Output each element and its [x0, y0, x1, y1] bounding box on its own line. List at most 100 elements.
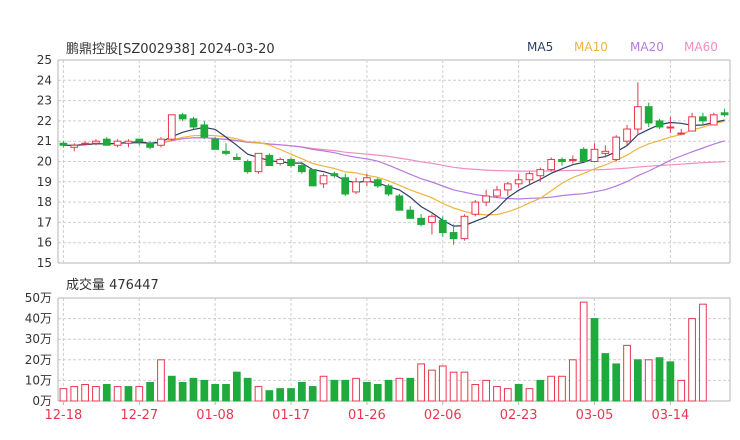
candle: [135, 138, 144, 146]
volume-bar: [319, 375, 328, 402]
price-tick-label: 20: [37, 155, 52, 169]
candle: [558, 157, 566, 166]
volume-bar: [330, 379, 339, 402]
candle: [644, 102, 653, 127]
candle-body: [363, 177, 371, 183]
candle-body: [81, 142, 89, 145]
volume-bar: [59, 388, 68, 402]
candle: [70, 143, 79, 152]
candle: [438, 216, 447, 237]
volume-bar: [102, 384, 111, 402]
volume-bar: [373, 384, 382, 402]
legend-entry-ma20: MA20: [630, 40, 664, 54]
candle-body: [536, 169, 545, 177]
volume-bar: [146, 381, 154, 402]
chart-title: 鹏鼎控股[SZ002938] 2024-03-20: [66, 42, 275, 57]
candle-body: [428, 215, 436, 223]
candle-body: [406, 209, 415, 219]
candle: [666, 116, 675, 134]
volume-bar: [428, 369, 436, 402]
candle-body: [178, 114, 187, 120]
candle: [384, 183, 393, 197]
price-tick-label: 22: [37, 114, 52, 128]
candle: [677, 129, 686, 136]
volume-tick-label: 10万: [25, 373, 52, 387]
candle-body: [568, 158, 577, 161]
volume-bar: [81, 384, 89, 402]
date-tick-label: 02-06: [424, 408, 462, 423]
candle-body: [243, 161, 252, 173]
candle-body: [503, 183, 512, 191]
candle: [536, 167, 545, 182]
candle: [189, 116, 198, 130]
volume-bar: [460, 371, 469, 402]
candle-body: [482, 195, 490, 203]
candle-body: [146, 142, 154, 148]
candle: [232, 153, 241, 160]
price-tick-label: 19: [37, 175, 52, 189]
candle-body: [438, 219, 447, 234]
date-tick-label: 01-17: [272, 408, 310, 423]
candle-body: [135, 138, 144, 142]
candle-body: [634, 106, 642, 130]
date-tick-label: 02-23: [500, 408, 538, 423]
candle: [59, 141, 68, 148]
volume-bar: [612, 363, 621, 402]
candle-body: [276, 158, 285, 165]
candle-body: [265, 154, 274, 167]
volume-bar: [471, 384, 480, 402]
candle: [601, 145, 610, 158]
candle-body: [330, 173, 339, 177]
volume-bar: [536, 379, 545, 402]
candle-body: [113, 140, 122, 146]
candle-body: [298, 165, 306, 173]
volume-tick-label: 0万: [32, 394, 52, 408]
candle-body: [460, 215, 469, 240]
volume-bar: [699, 303, 707, 402]
candle-body: [612, 136, 621, 160]
price-tick-label: 16: [37, 236, 52, 250]
volume-bar: [395, 377, 404, 402]
volume-bar: [298, 381, 306, 402]
volume-bar: [666, 361, 675, 402]
volume-bar: [352, 377, 360, 402]
volume-bar: [124, 386, 133, 402]
candle: [460, 214, 469, 241]
volume-bar: [265, 390, 274, 402]
price-tick-label: 15: [37, 256, 52, 270]
candle: [482, 189, 490, 207]
candle-body: [688, 116, 696, 132]
date-axis: 12-18 12-27 01-08 01-17 01-26 02-06 02-23 03-05…: [45, 401, 689, 423]
candle: [81, 141, 89, 146]
date-tick-label: 03-05: [576, 408, 614, 423]
volume-tick-label: 30万: [25, 332, 52, 346]
date-tick-label: 03-14: [651, 408, 689, 423]
candle-body: [232, 156, 241, 160]
candle-body: [471, 201, 480, 215]
volume-bar: [514, 384, 523, 402]
candle: [634, 82, 642, 136]
price-axis-ticks: 25 24 23 22 21 20 19 18 17 16 15: [37, 53, 52, 270]
volume-axis-ticks: 50万 40万 30万 20万 10万 0万: [25, 291, 52, 408]
ma-line-ma20: [63, 137, 725, 200]
candle: [493, 185, 501, 199]
volume-bar: [341, 379, 350, 402]
volume-bar: [135, 386, 144, 402]
candle: [688, 112, 696, 132]
candle-body: [601, 150, 610, 154]
candle: [699, 112, 707, 125]
candle-body: [373, 179, 382, 187]
candle-body: [655, 120, 664, 128]
candle: [102, 137, 111, 146]
volume-bar: [677, 379, 686, 402]
candle: [503, 181, 512, 197]
candle-body: [308, 169, 317, 187]
price-tick-label: 21: [37, 134, 52, 148]
candle: [655, 118, 664, 130]
price-tick-label: 23: [37, 94, 52, 108]
candle-body: [70, 144, 79, 148]
candle-body: [709, 114, 718, 126]
candle: [319, 173, 328, 188]
candle: [525, 171, 534, 184]
date-tick-label: 01-08: [196, 408, 234, 423]
